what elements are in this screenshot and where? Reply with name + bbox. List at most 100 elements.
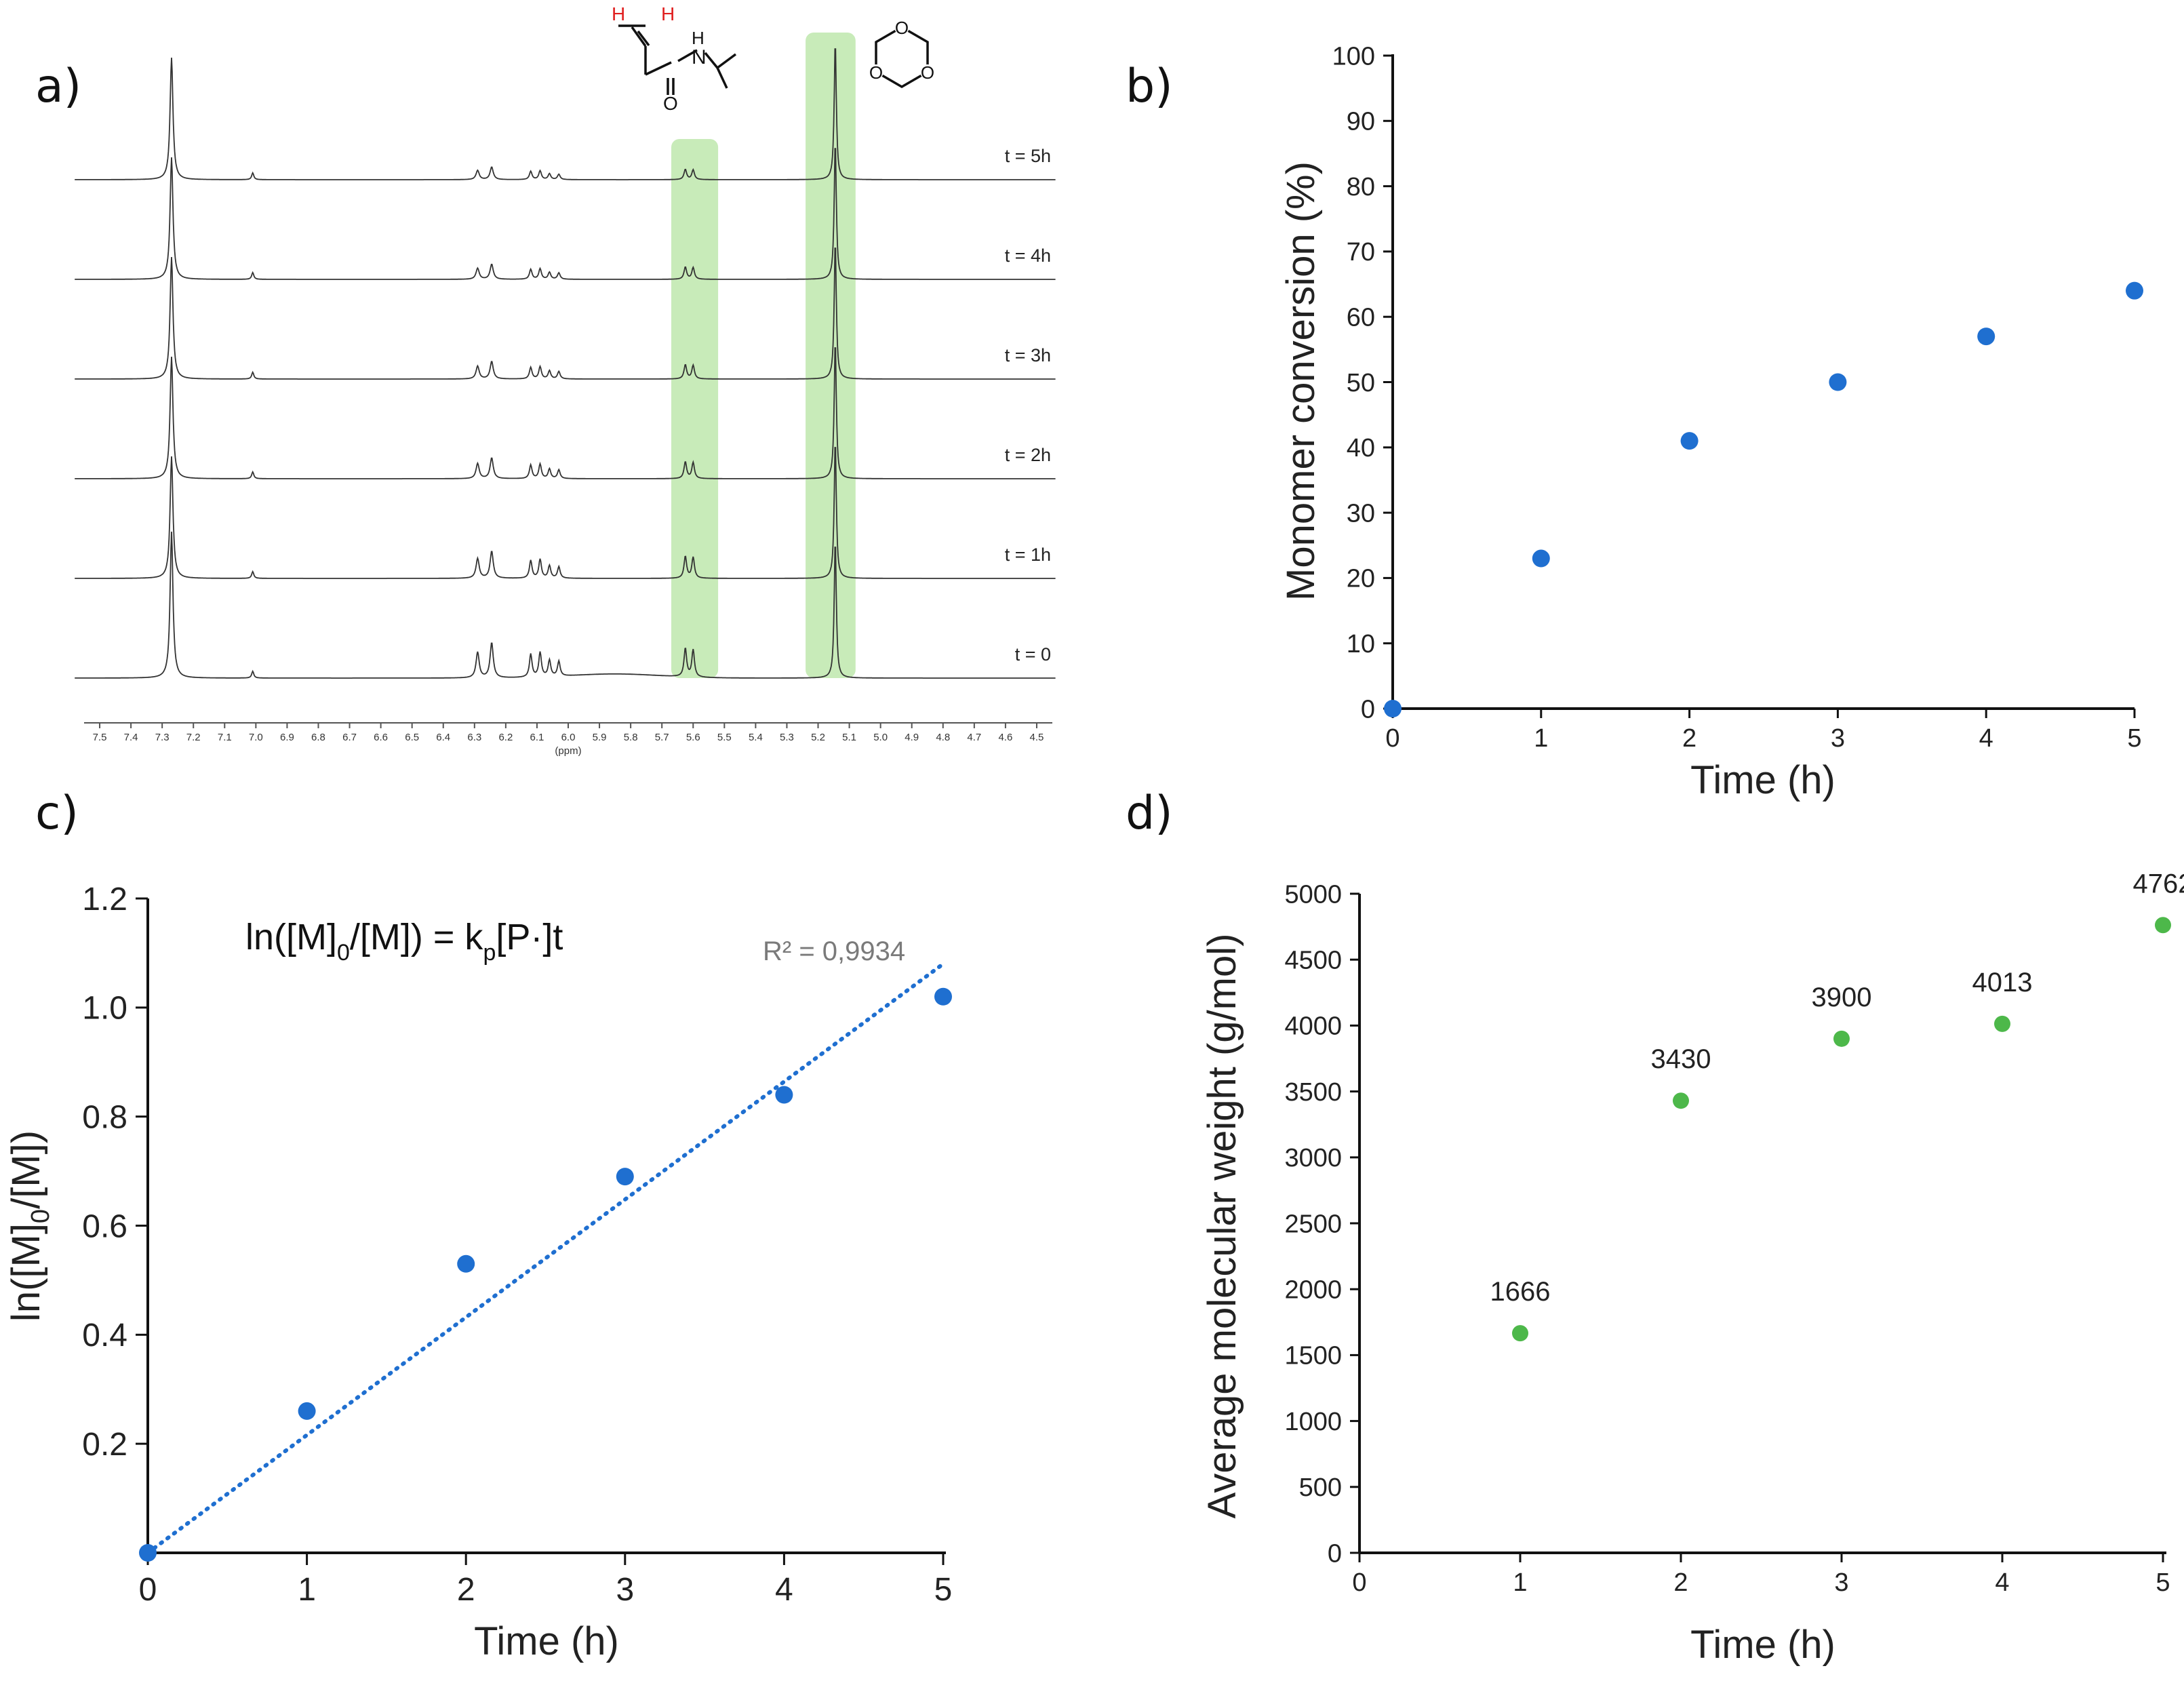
- nmr-x-ticks: 7.5 7.4 7.3 7.2 7.1 7.0 6.9 6.8 6.7 6.6 6.5 6.4 6.3 6…: [93, 723, 1044, 743]
- c-x-tick-label: 3: [616, 1572, 634, 1608]
- d-y-ticks: 0 500 1000 1500 2000 2500 3000 3500 4000 4500 5000: [1284, 880, 1359, 1568]
- b-y-tick-label: 20: [1347, 565, 1375, 593]
- c-x-tick-label: 0: [139, 1572, 157, 1608]
- d-y-tick-label: 500: [1299, 1474, 1342, 1502]
- nmr-x-axis-title: (ppm): [555, 745, 581, 757]
- d-y-tick-label: 4000: [1284, 1012, 1342, 1041]
- d-y-tick-label: 2500: [1284, 1210, 1342, 1238]
- nmr-x-tick-label: 5.1: [842, 732, 856, 743]
- b-data-point: [1384, 700, 1402, 717]
- b-y-ticks: 0 10 20 30 40 50 60 70 80 90 100: [1332, 42, 1393, 724]
- d-data-point: [1673, 1092, 1689, 1109]
- d-data-point: [1994, 1015, 2010, 1032]
- nmr-x-tick-label: 4.8: [936, 732, 950, 743]
- d-data-label: 1666: [1490, 1277, 1551, 1307]
- nmr-x-tick-label: 7.2: [186, 732, 201, 743]
- b-data-point: [1532, 549, 1550, 568]
- c-r-squared-label: R² = 0,9934: [763, 936, 905, 966]
- c-y-axis-title: ln([M]0/[M]): [4, 1130, 55, 1322]
- d-x-tick-label: 0: [1352, 1568, 1366, 1597]
- b-y-tick-label: 100: [1332, 42, 1375, 71]
- nmr-trace-label: t = 5h: [1005, 146, 1051, 166]
- nmr-x-tick-label: 7.5: [93, 732, 107, 743]
- d-x-tick-label: 1: [1513, 1568, 1527, 1597]
- d-data-points: [1512, 917, 2171, 1342]
- c-linear-trendline: [146, 962, 945, 1555]
- nmr-x-tick-label: 5.9: [593, 732, 607, 743]
- trioxane-highlight-band: [806, 33, 856, 678]
- d-y-tick-label: 1000: [1284, 1408, 1342, 1436]
- nmr-trace-labels: t = 5h t = 4h t = 3h t = 2h t = 1h t = 0: [1005, 146, 1051, 665]
- nmr-x-tick-label: 5.5: [717, 732, 732, 743]
- nmr-trace: [75, 48, 1056, 180]
- c-y-tick-label: 0.2: [82, 1427, 127, 1463]
- c-rate-equation: ln([M]0/[M]) = kp[P·]t: [245, 917, 563, 966]
- nmr-x-tick-label: 5.0: [873, 732, 888, 743]
- nmr-x-tick-label: 6.0: [561, 732, 576, 743]
- c-data-point: [934, 987, 952, 1006]
- c-y-tick-label: 0.4: [82, 1318, 127, 1353]
- nmr-x-tick-label: 6.3: [467, 732, 481, 743]
- c-data-point: [457, 1254, 475, 1273]
- b-y-tick-label: 60: [1347, 304, 1375, 332]
- trioxane-o-right: O: [921, 62, 934, 83]
- nmr-trace-label: t = 3h: [1005, 345, 1051, 365]
- trioxane-o-top: O: [895, 18, 909, 38]
- nmr-trace-label: t = 0: [1015, 644, 1051, 665]
- d-data-labels: 1666 3430 3900 4013 4762: [1490, 869, 2184, 1307]
- nmr-trace-label: t = 2h: [1005, 445, 1051, 465]
- b-x-tick-label: 4: [1979, 724, 1993, 753]
- nmr-x-tick-label: 6.1: [530, 732, 544, 743]
- nmr-traces: [75, 48, 1056, 679]
- nipam-structure-icon: [618, 24, 737, 95]
- amide-n-label: N: [692, 46, 707, 68]
- d-y-tick-label: 2000: [1284, 1276, 1342, 1305]
- b-y-tick-label: 40: [1347, 434, 1375, 462]
- c-data-point: [616, 1168, 634, 1186]
- vinyl-highlight-band: [671, 139, 719, 678]
- c-data-points: [139, 987, 952, 1562]
- b-data-point: [1829, 373, 1847, 391]
- carbonyl-o-label: O: [663, 93, 678, 114]
- b-y-tick-label: 50: [1347, 369, 1375, 397]
- b-data-point: [1977, 328, 1996, 346]
- nmr-trace-label: t = 4h: [1005, 245, 1051, 266]
- c-x-tick-label: 5: [934, 1572, 953, 1608]
- c-y-ticks: 0.2 0.4 0.6 0.8 1.0 1.2: [82, 882, 148, 1463]
- nmr-x-tick-label: 6.2: [498, 732, 513, 743]
- c-y-tick-label: 0.6: [82, 1208, 127, 1244]
- b-x-tick-label: 5: [2127, 724, 2141, 753]
- d-x-tick-label: 3: [1834, 1568, 1848, 1597]
- nmr-x-tick-label: 7.0: [249, 732, 263, 743]
- c-x-tick-label: 4: [775, 1572, 793, 1608]
- b-y-tick-label: 80: [1347, 173, 1375, 201]
- b-y-tick-label: 30: [1347, 499, 1375, 528]
- c-x-tick-label: 1: [298, 1572, 316, 1608]
- d-x-axis-title: Time (h): [1690, 1623, 1835, 1667]
- nmr-x-tick-label: 5.2: [811, 732, 825, 743]
- d-data-label: 4013: [1972, 968, 2033, 997]
- nmr-trace: [75, 347, 1056, 479]
- panel-a-nmr: a) t = 5h t = 4h t = 3h t = 2h t = 1h t = 0 7…: [35, 3, 1056, 757]
- d-x-ticks: 0 1 2 3 4 5: [1352, 1553, 2170, 1597]
- panel-a-label: a): [35, 60, 81, 113]
- nmr-x-tick-label: 6.6: [374, 732, 388, 743]
- nmr-x-tick-label: 6.4: [436, 732, 450, 743]
- b-x-tick-label: 3: [1831, 724, 1845, 753]
- panel-b-label: b): [1126, 60, 1173, 113]
- b-y-tick-label: 0: [1361, 695, 1375, 724]
- c-data-point: [139, 1544, 157, 1562]
- b-data-point: [2126, 281, 2143, 300]
- trioxane-o-left: O: [869, 62, 883, 83]
- c-y-tick-label: 0.8: [82, 1099, 127, 1135]
- trioxane-structure-icon: O O O: [869, 18, 935, 89]
- nmr-x-tick-label: 6.7: [342, 732, 357, 743]
- nmr-x-tick-label: 5.6: [686, 732, 700, 743]
- vinyl-h-label-2: H: [661, 3, 675, 24]
- panel-d-label: d): [1126, 787, 1173, 840]
- d-y-tick-label: 5000: [1284, 880, 1342, 909]
- nmr-x-tick-label: 4.7: [967, 732, 981, 743]
- d-x-tick-label: 5: [2156, 1568, 2170, 1597]
- d-y-tick-label: 1500: [1284, 1342, 1342, 1370]
